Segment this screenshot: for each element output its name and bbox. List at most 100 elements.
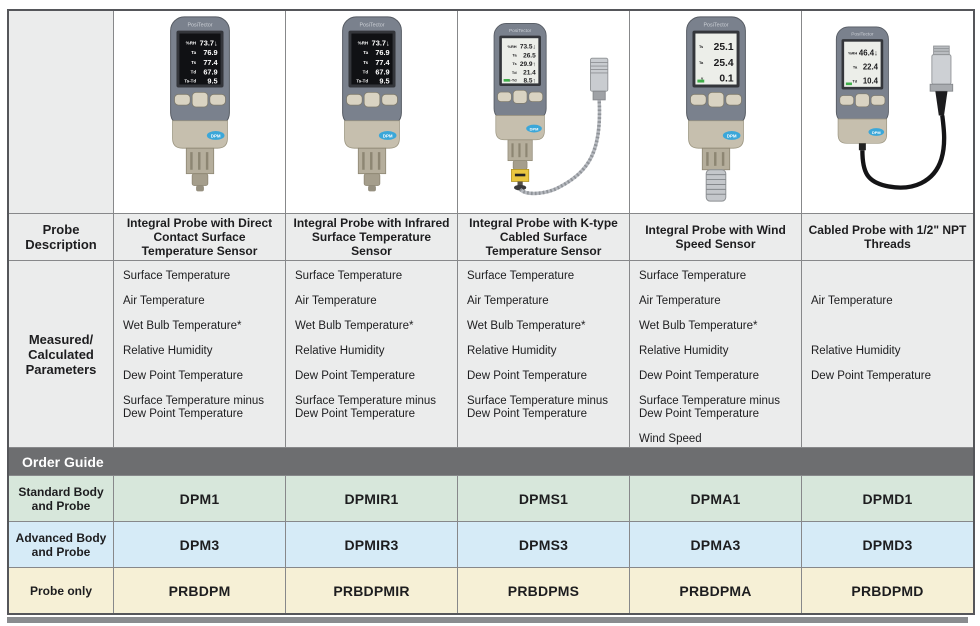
svg-text:Td: Td	[511, 70, 516, 75]
dpm-badge	[206, 131, 224, 140]
order-code-cell: DPM1	[114, 476, 285, 521]
svg-text:26.5: 26.5	[523, 52, 536, 59]
svg-text:Ta: Ta	[512, 52, 517, 57]
svg-text:9.5: 9.5	[207, 77, 217, 86]
order-code: PRBDPMS	[507, 582, 580, 599]
dpm-badge	[867, 128, 884, 136]
order-code-cell: PRBDPMA	[630, 568, 801, 613]
svg-text:%RH: %RH	[185, 40, 195, 45]
dpm-badge	[525, 124, 542, 133]
parameter-list-dpm: Surface Temperature Air Temperature Wet …	[114, 261, 285, 447]
row-header-advanced-body: Advanced Body and Probe	[9, 522, 113, 567]
svg-text:29.9↑: 29.9↑	[519, 61, 535, 68]
svg-text:v: v	[701, 76, 704, 81]
parameter-item: Wet Bulb Temperature*	[295, 320, 414, 332]
svg-text:46.4↓: 46.4↓	[858, 49, 877, 58]
svg-text:%RH: %RH	[507, 44, 516, 49]
row-header-text: Standard Body and Probe	[18, 484, 104, 513]
parameter-item	[295, 433, 453, 447]
battery-indicator	[503, 79, 510, 82]
device-image-dpmd: PosiTector %RH 46.4↓ Ta 22.4 Td 10.4 DPM	[802, 11, 973, 213]
order-code-cell: DPMS1	[458, 476, 629, 521]
parameter-item: Surface Temperature	[295, 270, 403, 282]
svg-text:Td: Td	[852, 79, 857, 84]
parameter-item: Dew Point Temperature	[123, 370, 243, 382]
order-code-cell: PRBDPMD	[802, 568, 973, 613]
parameter-item: Surface Temperature minus Dew Point Temp…	[123, 395, 265, 420]
svg-text:Td: Td	[190, 70, 196, 75]
svg-text:77.4: 77.4	[203, 58, 218, 67]
order-code-cell: DPMS3	[458, 522, 629, 567]
order-code: DPM1	[179, 490, 220, 507]
svg-text:PosiTector: PosiTector	[851, 32, 874, 38]
svg-text:PosiTector: PosiTector	[508, 28, 531, 34]
order-code: DPMD3	[862, 536, 913, 553]
gauge-illustration-ktype-cabled: PosiTector %RH 73.5↓ Ta 26.5 Ts 29.9↑ Td 21.…	[493, 23, 608, 196]
row-header-probe-description: Probe Description	[9, 214, 113, 260]
gauge-illustration-direct-contact: PosiTector %RH 73.7↓ Ta 76.9 Ts 77.4 Td 67.9…	[169, 16, 230, 192]
probe-description-dpmd: Cabled Probe with 1/2" NPT Threads	[802, 214, 973, 260]
svg-text:Ts-Td: Ts-Td	[356, 79, 368, 84]
corner-cell	[9, 11, 113, 213]
description-text: Cabled Probe with 1/2" NPT Threads	[808, 223, 967, 251]
parameter-item: Air Temperature	[123, 295, 205, 307]
order-guide-header: Order Guide	[9, 448, 973, 475]
svg-text:Td: Td	[362, 70, 368, 75]
battery-indicator	[696, 79, 704, 83]
surface-probe-cylinder	[589, 57, 608, 101]
dpm-badge	[378, 131, 396, 140]
svg-text:PosiTector: PosiTector	[703, 23, 728, 29]
svg-text:Ts-Td: Ts-Td	[184, 79, 196, 84]
wind-speed-sensor-tip	[705, 169, 726, 202]
svg-text:73.5↓: 73.5↓	[519, 44, 535, 51]
gauge-illustration-npt-cabled: PosiTector %RH 46.4↓ Ta 22.4 Td 10.4 DPM	[835, 26, 953, 190]
order-code: DPM3	[179, 536, 220, 553]
parameter-item: Dew Point Temperature	[811, 370, 931, 382]
device-image-dpma: PosiTector Ts 25.1 Ta 25.4 v 0.1 DPM	[630, 11, 801, 213]
row-header-text: Probe only	[29, 583, 92, 598]
order-code-cell: DPMD1	[802, 476, 973, 521]
svg-text:DPM: DPM	[210, 133, 220, 138]
bottom-divider-bar	[7, 617, 968, 623]
parameter-item: Wet Bulb Temperature*	[639, 320, 758, 332]
parameter-item	[467, 433, 625, 447]
order-code-cell: PRBDPMS	[458, 568, 629, 613]
svg-text:Ts-Td: Ts-Td	[506, 78, 517, 83]
order-code: DPMA1	[690, 490, 741, 507]
svg-text:0.1: 0.1	[719, 74, 734, 85]
parameter-item: Air Temperature	[639, 295, 721, 307]
product-comparison-table: PosiTector %RH 73.7↓ Ta 76.9 Ts 77.4 Td 67.9…	[7, 9, 975, 615]
parameter-item	[811, 270, 969, 295]
svg-text:Ta: Ta	[363, 50, 368, 55]
order-code-cell: DPMIR3	[286, 522, 457, 567]
parameter-item: Relative Humidity	[295, 345, 385, 357]
svg-text:25.1: 25.1	[713, 42, 733, 53]
svg-text:8.5↑: 8.5↑	[523, 78, 535, 85]
order-code: PRBDPMA	[679, 582, 752, 599]
svg-text:Ta: Ta	[191, 50, 196, 55]
order-code-cell: DPMA1	[630, 476, 801, 521]
parameter-item	[811, 320, 969, 345]
gauge-illustration-wind-speed: PosiTector Ts 25.1 Ta 25.4 v 0.1 DPM	[685, 16, 746, 202]
svg-text:%RH: %RH	[357, 40, 367, 45]
svg-text:%RH: %RH	[848, 51, 857, 56]
probe-description-dpms: Integral Probe with K-type Cabled Surfac…	[458, 214, 629, 260]
order-guide-title: Order Guide	[22, 453, 104, 470]
parameter-item: Surface Temperature minus Dew Point Temp…	[639, 395, 781, 420]
svg-text:Ts: Ts	[698, 44, 703, 49]
parameter-item: Wet Bulb Temperature*	[123, 320, 242, 332]
svg-text:67.9: 67.9	[375, 68, 389, 77]
order-code-cell: DPMD3	[802, 522, 973, 567]
probe-description-dpma: Integral Probe with Wind Speed Sensor	[630, 214, 801, 260]
order-code-cell: PRBDPMIR	[286, 568, 457, 613]
parameter-item: Surface Temperature	[467, 270, 575, 282]
battery-indicator	[845, 82, 852, 86]
svg-text:77.4: 77.4	[375, 58, 390, 67]
parameter-item: Surface Temperature minus Dew Point Temp…	[295, 395, 437, 420]
parameter-item: Relative Humidity	[123, 345, 213, 357]
parameter-list-dpma: Surface Temperature Air Temperature Wet …	[630, 261, 801, 447]
row-header-parameters: Measured/ Calculated Parameters	[9, 261, 113, 447]
parameter-item: Relative Humidity	[639, 345, 729, 357]
svg-text:Ts: Ts	[363, 60, 368, 65]
npt-probe-cylinder	[929, 45, 953, 116]
